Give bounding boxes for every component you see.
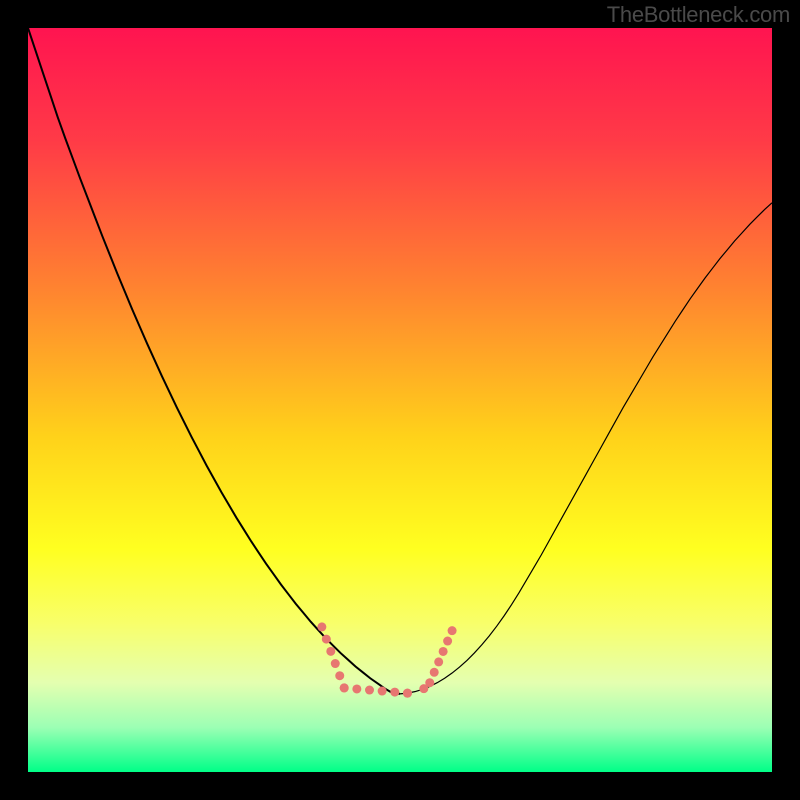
bottleneck-curve-right	[400, 203, 772, 694]
watermark-text: TheBottleneck.com	[607, 2, 790, 28]
bottleneck-curve-left	[28, 28, 400, 694]
curve-layer	[0, 0, 800, 800]
optimal-zone-marker	[317, 622, 456, 697]
